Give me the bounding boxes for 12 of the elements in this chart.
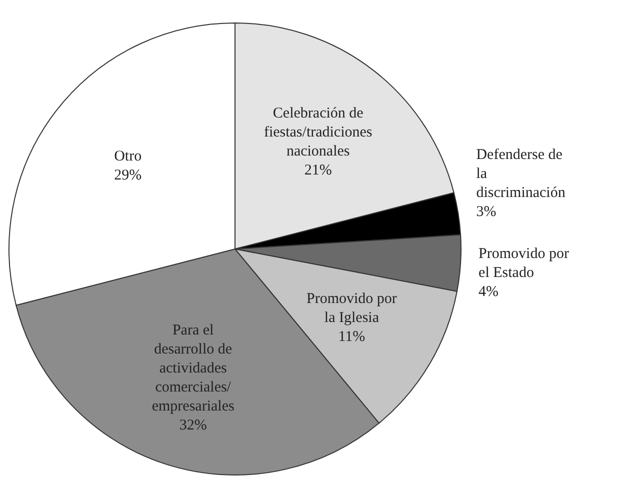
- slice-label: Promovido por el Estado: [478, 246, 569, 282]
- slice-label: Celebración de fiestas/tradiciones nacionales: [264, 105, 372, 160]
- data-label: 29%: [114, 167, 142, 184]
- data-label: 4%: [478, 284, 499, 300]
- data-label: 21%: [304, 162, 332, 178]
- slice-label: Para el desarrollo de actividades comerciales/ empresariales: [152, 322, 234, 414]
- data-label: 32%: [179, 417, 207, 434]
- slice-label: Promovido por la Iglesia: [306, 291, 397, 326]
- data-label: 11%: [338, 329, 366, 346]
- slice-label: Defenderse de la discriminación: [476, 147, 566, 202]
- slice-label: Otro: [114, 148, 142, 164]
- data-label: 3%: [476, 204, 496, 220]
